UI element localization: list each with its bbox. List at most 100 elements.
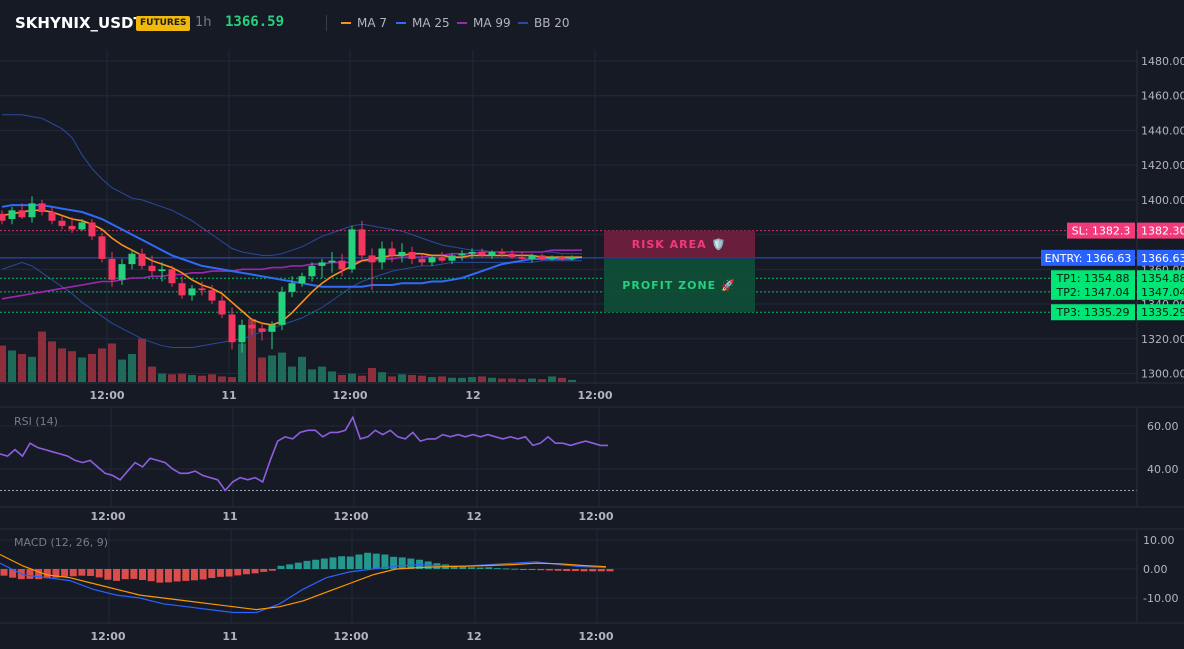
level-tag-bg	[1051, 304, 1135, 321]
volume-bar	[388, 376, 396, 382]
volume-bar	[508, 378, 516, 382]
macd-histogram-bar	[139, 569, 147, 581]
candle-body	[68, 225, 76, 230]
volume-bar	[328, 371, 336, 382]
macd-histogram-bar	[9, 569, 17, 578]
candle-body	[128, 253, 136, 265]
level-tag: TP3: 1335.29	[1055, 306, 1129, 319]
candle-body	[488, 251, 496, 256]
macd-histogram-bar	[606, 569, 614, 572]
macd-histogram-bar	[329, 557, 337, 569]
macd-histogram-bar	[147, 569, 155, 582]
macd-histogram-bar	[294, 562, 302, 569]
macd-histogram-bar	[476, 567, 484, 569]
ma25-line	[1, 204, 583, 288]
rsi-time-tick-label: 12	[466, 510, 481, 523]
volume-bar	[238, 343, 246, 382]
price-tick-label: 1300.00	[1141, 368, 1184, 381]
volume-bar	[428, 377, 436, 382]
legend-ma25-swatch	[396, 21, 406, 24]
macd-histogram-bar	[320, 558, 328, 569]
macd-histogram-bar	[355, 554, 363, 569]
candle-body	[428, 257, 436, 263]
macd-histogram-bar	[450, 565, 458, 569]
candle-body	[188, 288, 196, 296]
volume-bar	[408, 375, 416, 382]
candle-body	[238, 324, 246, 343]
rsi-time-tick-label: 11	[222, 510, 237, 523]
macd-histogram-bar	[338, 556, 346, 569]
candle-body	[218, 300, 226, 315]
volume-bar	[478, 376, 486, 382]
rsi-tick-label: 60.00	[1147, 420, 1179, 433]
symbol-name[interactable]: SKHYNIX_USDT	[15, 14, 144, 32]
candle-body	[338, 260, 346, 270]
candle-body	[388, 248, 396, 256]
time-tick-label: 12:00	[577, 389, 612, 402]
level-axis-bg	[1137, 283, 1184, 300]
volume-bar	[108, 343, 116, 382]
volume-bar	[498, 378, 506, 382]
candle-body	[108, 258, 116, 280]
macd-histogram-bar	[571, 569, 579, 572]
legend-ma7[interactable]: MA 7	[341, 16, 387, 30]
macd-histogram-bar	[537, 569, 545, 571]
volume-bar	[8, 350, 16, 382]
candle-body	[98, 236, 106, 259]
volume-bar	[138, 338, 146, 382]
macd-histogram-bar	[519, 569, 527, 570]
macd-histogram-bar	[511, 568, 519, 570]
volume-bar	[548, 376, 556, 382]
risk-area-label: RISK AREA 🛡️	[632, 238, 726, 251]
volume-bar	[158, 373, 166, 382]
time-tick-label: 11	[221, 389, 236, 402]
macd-histogram-bar	[277, 565, 285, 569]
candle-body	[18, 210, 26, 218]
legend-ma99[interactable]: MA 99	[457, 16, 511, 30]
legend-ma25[interactable]: MA 25	[396, 16, 450, 30]
macd-histogram-bar	[234, 569, 242, 576]
candle-body	[48, 212, 56, 221]
volume-bar	[538, 379, 546, 382]
macd-histogram-bar	[225, 569, 233, 577]
macd-histogram-bar	[242, 569, 250, 575]
volume-bar	[558, 377, 566, 382]
macd-histogram-bar	[173, 569, 181, 582]
volume-bar	[518, 379, 526, 382]
macd-signal-line	[0, 553, 607, 611]
macd-histogram-bar	[130, 569, 138, 579]
candle-body	[528, 255, 536, 259]
volume-bar	[58, 348, 66, 382]
candle-body	[568, 257, 576, 259]
legend-bb20[interactable]: BB 20	[518, 16, 570, 30]
macd-pane: 10.00 0.00 -10.00 MACD (12, 26, 9) 12:00 11 12…	[0, 530, 1184, 643]
candle-body	[498, 251, 506, 254]
level-tag-bg	[1067, 222, 1135, 239]
volume-bar	[298, 356, 306, 382]
level-tag-bg	[1051, 270, 1135, 287]
rsi-time-tick-label: 12:00	[90, 510, 125, 523]
macd-time-tick-label: 12:00	[90, 630, 125, 643]
macd-histogram-bar	[407, 558, 415, 569]
macd-histogram-bar	[286, 564, 294, 569]
macd-histogram-bar	[52, 569, 60, 578]
candle-body	[228, 314, 236, 343]
timeframe-label[interactable]: 1h	[195, 15, 212, 30]
volume-bar	[278, 352, 286, 382]
level-tag: TP1: 1354.88	[1055, 272, 1129, 285]
volume-bar	[488, 377, 496, 382]
candle-body	[538, 255, 546, 259]
level-axis-bg	[1137, 249, 1184, 266]
legend-ma99-swatch	[457, 21, 467, 24]
volume-bar	[18, 354, 26, 382]
macd-time-tick-label: 12:00	[333, 630, 368, 643]
macd-histogram-bar	[87, 569, 95, 576]
volume-bar	[338, 375, 346, 382]
candle-body	[28, 203, 36, 218]
volume-bar	[568, 379, 576, 382]
macd-histogram-bar	[364, 552, 372, 569]
macd-histogram-bar	[312, 559, 320, 569]
macd-histogram-bar	[78, 569, 86, 576]
level-tag: ENTRY: 1366.63	[1045, 252, 1132, 265]
